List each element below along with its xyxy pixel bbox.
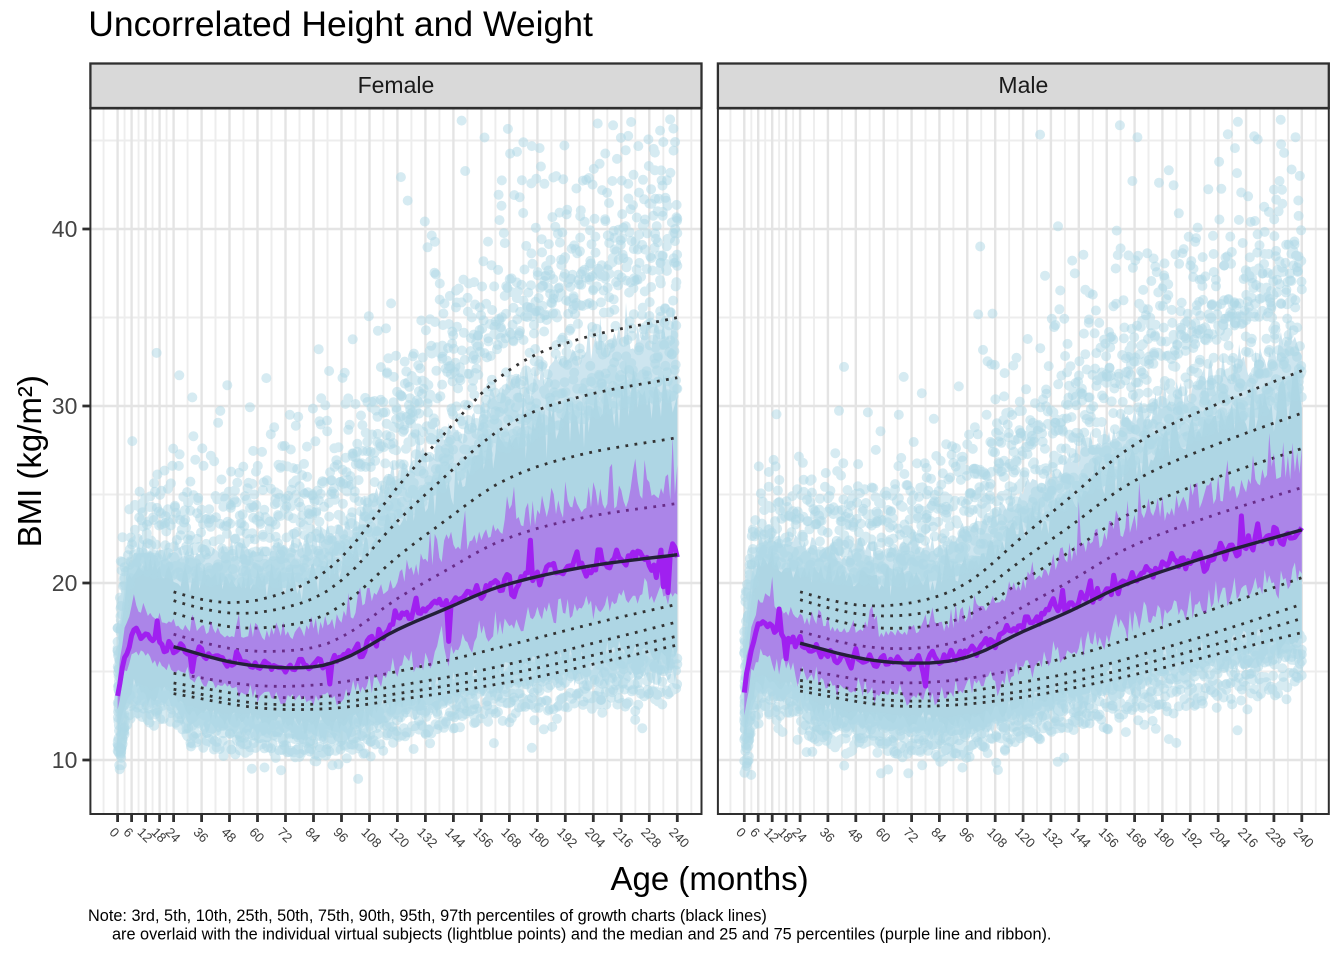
svg-text:Female: Female — [358, 72, 435, 98]
svg-text:are overlaid with the individu: are overlaid with the individual virtual… — [112, 926, 1051, 944]
svg-text:Age (months): Age (months) — [611, 860, 809, 897]
svg-text:Uncorrelated Height and Weight: Uncorrelated Height and Weight — [88, 4, 593, 44]
svg-text:Note: 3rd, 5th, 10th, 25th, 50: Note: 3rd, 5th, 10th, 25th, 50th, 75th, … — [88, 907, 767, 925]
svg-text:10: 10 — [52, 747, 78, 773]
svg-text:BMI (kg/m²): BMI (kg/m²) — [11, 375, 48, 547]
svg-text:40: 40 — [52, 216, 78, 242]
svg-text:Male: Male — [998, 72, 1048, 98]
svg-text:30: 30 — [52, 393, 78, 419]
svg-text:20: 20 — [52, 570, 78, 596]
